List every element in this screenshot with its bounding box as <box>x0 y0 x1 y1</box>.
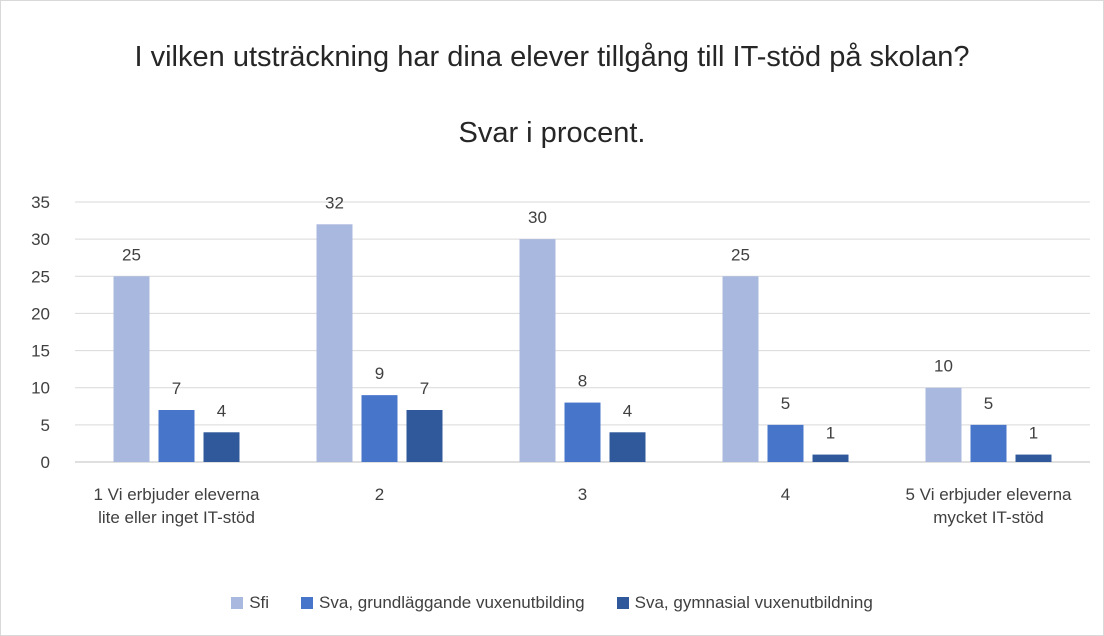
bar <box>812 454 849 462</box>
data-label: 7 <box>172 379 181 398</box>
y-tick-label: 10 <box>31 379 50 398</box>
bar <box>113 276 150 462</box>
data-label: 32 <box>325 193 344 212</box>
bar <box>925 387 962 462</box>
y-tick-label: 25 <box>31 267 50 286</box>
legend-item: Sva, gymnasial vuxenutbildning <box>616 593 873 613</box>
bar <box>519 239 556 462</box>
x-tick-label: 5 Vi erbjuder eleverna mycket IT-stöd <box>905 485 1072 527</box>
chart-subtitle: Svar i procent. <box>458 117 646 149</box>
legend-swatch <box>616 597 629 609</box>
bar <box>158 410 195 462</box>
data-label: 1 <box>1029 424 1038 443</box>
data-label: 30 <box>528 208 547 227</box>
legend: Sfi Sva, grundläggande vuxenutbilding Sva,… <box>0 593 1104 613</box>
y-tick-label: 35 <box>31 193 50 212</box>
data-label: 8 <box>578 372 587 391</box>
y-tick-label: 20 <box>31 304 50 323</box>
bar <box>361 395 398 462</box>
data-label: 5 <box>984 394 993 413</box>
bar <box>203 432 240 462</box>
bar <box>970 424 1007 462</box>
bar <box>564 402 601 462</box>
legend-swatch <box>231 597 244 609</box>
y-tick-label: 30 <box>31 230 50 249</box>
bar <box>316 224 353 462</box>
data-label: 10 <box>934 357 953 376</box>
bar <box>722 276 759 462</box>
data-label: 4 <box>217 401 226 420</box>
legend-item: Sfi <box>231 593 269 613</box>
y-tick-label: 5 <box>41 416 50 435</box>
x-tick-label: 1 Vi erbjuder eleverna lite eller inget … <box>93 485 260 527</box>
legend-item: Sva, grundläggande vuxenutbilding <box>301 593 585 613</box>
data-label: 7 <box>420 379 429 398</box>
data-label: 1 <box>826 424 835 443</box>
y-tick-label: 15 <box>31 342 50 361</box>
legend-label: Sva, gymnasial vuxenutbildning <box>634 593 873 612</box>
x-tick-label: 4 <box>780 485 791 504</box>
bar <box>767 424 804 462</box>
x-tick-label: 3 <box>577 485 588 504</box>
bar <box>1015 454 1052 462</box>
bar <box>406 410 443 462</box>
x-tick-label: 2 <box>374 485 385 504</box>
data-label: 9 <box>375 364 384 383</box>
legend-label: Sfi <box>249 593 270 612</box>
legend-label: Sva, grundläggande vuxenutbilding <box>319 593 585 612</box>
data-label: 25 <box>122 245 141 264</box>
chart-title: I vilken utsträckning har dina elever ti… <box>134 41 970 73</box>
data-label: 5 <box>781 394 790 413</box>
data-label: 25 <box>731 245 750 264</box>
legend-swatch <box>301 597 314 609</box>
y-tick-label: 0 <box>41 453 50 472</box>
data-label: 4 <box>623 401 632 420</box>
bar <box>609 432 646 462</box>
